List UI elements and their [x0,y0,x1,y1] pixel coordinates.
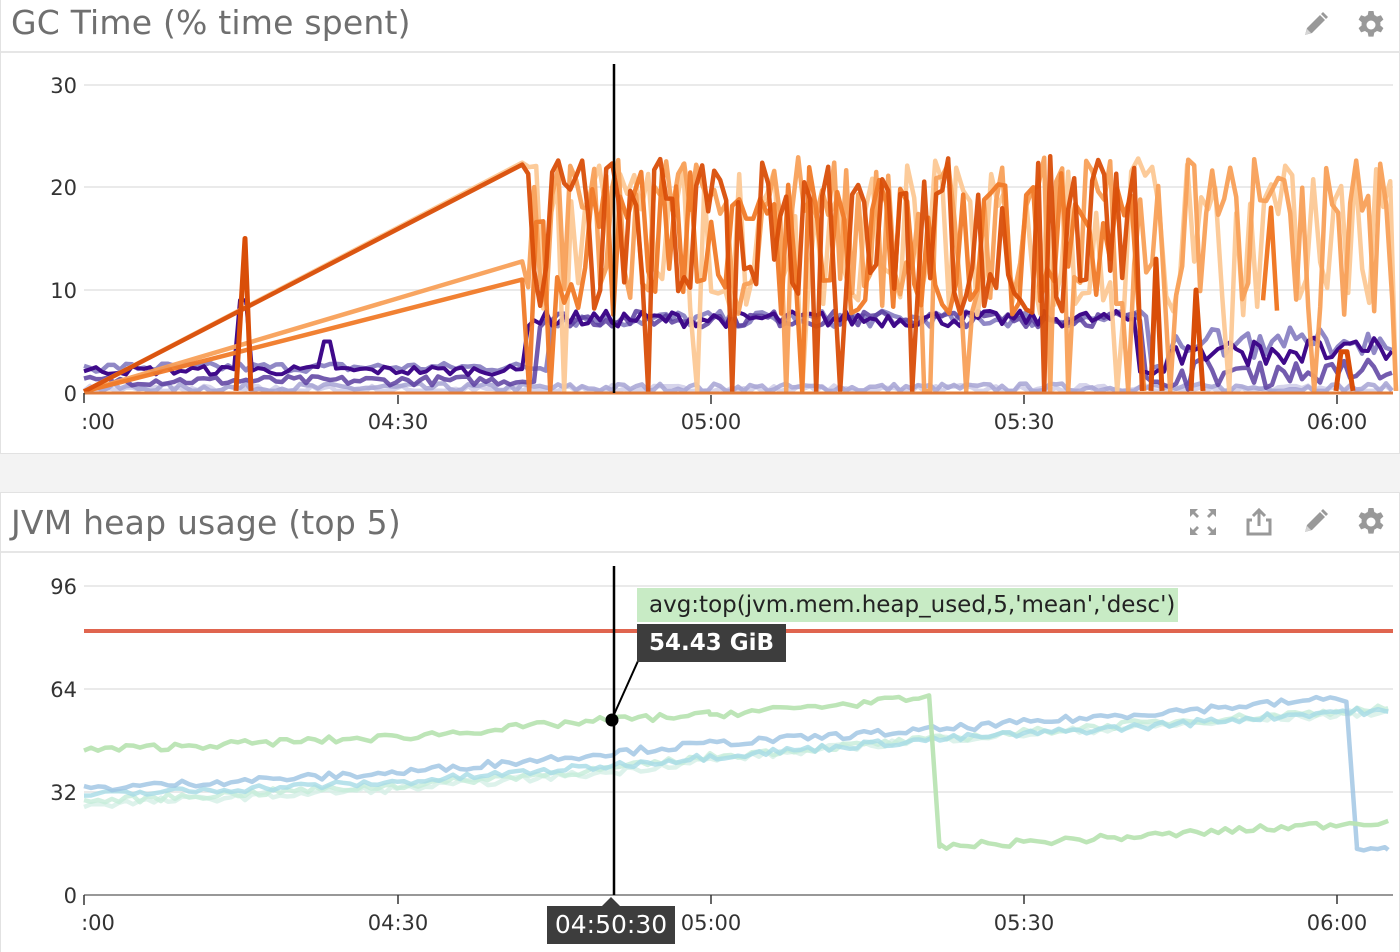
svg-text:32: 32 [50,781,77,805]
settings-button[interactable] [1343,502,1399,542]
crosshair-time-badge: 04:50:30 [547,897,675,944]
tooltip-value: 54.43 GiB [637,624,787,662]
panel-toolbar [1175,493,1399,551]
x-tick-label: 06:00 [1307,410,1368,434]
panel-toolbar [1287,0,1399,51]
svg-text:04:30: 04:30 [368,911,429,935]
fullscreen-button[interactable] [1175,502,1231,542]
svg-text:64: 64 [50,678,77,702]
y-axis-labels: 96 64 32 0 [50,575,77,908]
jvm-heap-chart[interactable]: 96 64 32 0 :00 04:30 05:00 05:30 06:00 [1,555,1400,952]
share-export-icon [1246,507,1272,536]
expand-icon [1190,509,1216,535]
x-tick-label: :00 [81,410,115,434]
svg-text:0: 0 [64,884,77,908]
pencil-icon [1305,509,1328,532]
x-tick-label: 05:30 [994,410,1055,434]
edit-button[interactable] [1287,502,1343,542]
x-axis [83,393,1338,404]
tooltip-leader-line [611,660,639,720]
y-tick-20: 20 [50,176,77,200]
hover-point [605,713,619,727]
svg-text:05:30: 05:30 [994,911,1055,935]
y-axis-labels: 30 20 10 0 [50,74,77,406]
share-button[interactable] [1231,502,1287,542]
tooltip-series-name: avg:top(jvm.mem.heap_used,5,'mean','desc… [637,588,1179,622]
panel-header: JVM heap usage (top 5) [1,493,1399,553]
gear-icon [1358,508,1384,534]
jvm-heap-panel: JVM heap usage (top 5) [0,492,1400,952]
edit-button[interactable] [1287,5,1343,45]
y-tick-30: 30 [50,74,77,98]
svg-text:96: 96 [50,575,77,599]
gc-series-lines [82,153,1399,394]
pencil-icon [1305,12,1328,35]
svg-text:05:00: 05:00 [681,911,742,935]
gc-time-chart[interactable]: 30 20 10 0 :00 04:30 05:00 05:30 06:00 [1,55,1400,455]
gc-time-panel: GC Time (% time spent) [0,0,1400,454]
panel-title: JVM heap usage (top 5) [11,503,401,542]
svg-text:06:00: 06:00 [1307,911,1368,935]
gear-icon [1358,11,1384,37]
panel-title: GC Time (% time spent) [11,3,411,42]
panel-header: GC Time (% time spent) [1,0,1399,53]
svg-text::00: :00 [81,911,115,935]
settings-button[interactable] [1343,5,1399,45]
heap-series-lines [83,693,1390,853]
x-tick-label: 05:00 [681,410,742,434]
x-axis [83,895,1338,905]
x-axis-labels: :00 04:30 05:00 05:30 06:00 [81,410,1367,434]
y-tick-0: 0 [64,382,77,406]
y-tick-10: 10 [50,279,77,303]
x-axis-labels: :00 04:30 05:00 05:30 06:00 [81,911,1367,935]
x-tick-label: 04:30 [368,410,429,434]
